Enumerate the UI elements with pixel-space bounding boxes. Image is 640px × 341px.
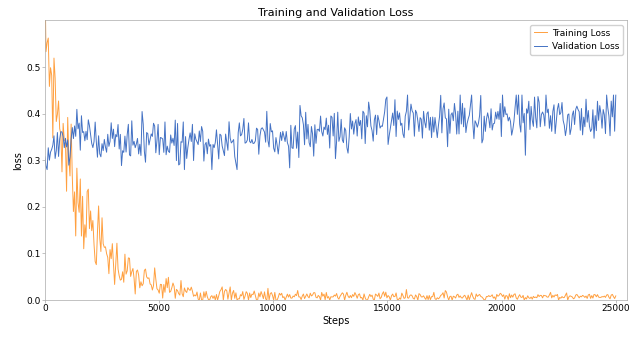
Validation Loss: [314, 128, 321, 132]
Validation Loss: [404, 93, 412, 97]
X-axis label: Steps: Steps: [323, 316, 349, 326]
Validation Loss: [351, 122, 359, 126]
Training Loss: [314, 296, 321, 300]
Training Loss: [599, 295, 607, 299]
Y-axis label: loss: loss: [13, 151, 24, 170]
Training Loss: [510, 292, 518, 296]
Validation Loss: [382, 97, 390, 101]
Line: Training Loss: Training Loss: [45, 0, 616, 300]
Legend: Training Loss, Validation Loss: Training Loss, Validation Loss: [530, 25, 623, 55]
Validation Loss: [317, 114, 324, 118]
Training Loss: [351, 291, 359, 295]
Validation Loss: [41, 155, 49, 159]
Training Loss: [612, 294, 620, 298]
Training Loss: [195, 298, 203, 302]
Title: Training and Validation Loss: Training and Validation Loss: [259, 8, 413, 18]
Validation Loss: [612, 93, 620, 97]
Validation Loss: [44, 167, 51, 172]
Training Loss: [317, 298, 324, 302]
Training Loss: [382, 290, 390, 294]
Line: Validation Loss: Validation Loss: [45, 95, 616, 169]
Validation Loss: [600, 113, 608, 117]
Validation Loss: [511, 105, 519, 109]
